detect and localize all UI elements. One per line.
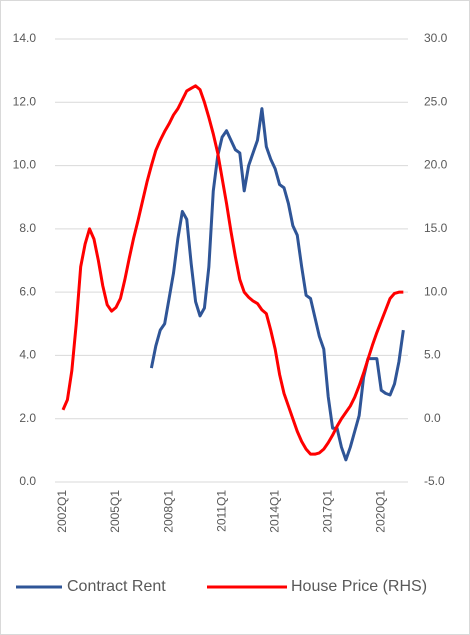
y-tick-label: 8.0 <box>19 221 36 235</box>
x-tick-label: 2017Q1 <box>320 490 334 533</box>
y2-tick-label: 20.0 <box>424 158 448 172</box>
y2-tick-label: -5.0 <box>424 474 445 488</box>
y2-tick-label: 10.0 <box>424 284 448 298</box>
y-tick-label: 14.0 <box>13 31 37 45</box>
x-tick-label: 2014Q1 <box>267 490 281 533</box>
y2-tick-label: 25.0 <box>424 94 448 108</box>
y-tick-label: 6.0 <box>19 284 36 298</box>
y-tick-label: 0.0 <box>19 474 36 488</box>
y2-tick-label: 5.0 <box>424 348 441 362</box>
x-tick-label: 2008Q1 <box>161 490 175 533</box>
series-line <box>61 84 404 456</box>
x-tick-label: 2011Q1 <box>214 490 228 532</box>
y-tick-label: 12.0 <box>13 94 37 108</box>
legend-label: House Price (RHS) <box>291 578 427 595</box>
y2-tick-label: 15.0 <box>424 221 448 235</box>
y2-tick-label: 30.0 <box>424 31 448 45</box>
y-tick-label: 10.0 <box>13 158 37 172</box>
series-line <box>149 107 405 462</box>
y-tick-label: 2.0 <box>19 411 36 425</box>
x-tick-label: 2020Q1 <box>373 490 387 533</box>
x-tick-label: 2002Q1 <box>55 490 69 533</box>
y-tick-label: 4.0 <box>19 348 36 362</box>
x-tick-label: 2005Q1 <box>108 490 122 533</box>
y2-tick-label: 0.0 <box>424 411 441 425</box>
legend-label: Contract Rent <box>67 578 166 595</box>
